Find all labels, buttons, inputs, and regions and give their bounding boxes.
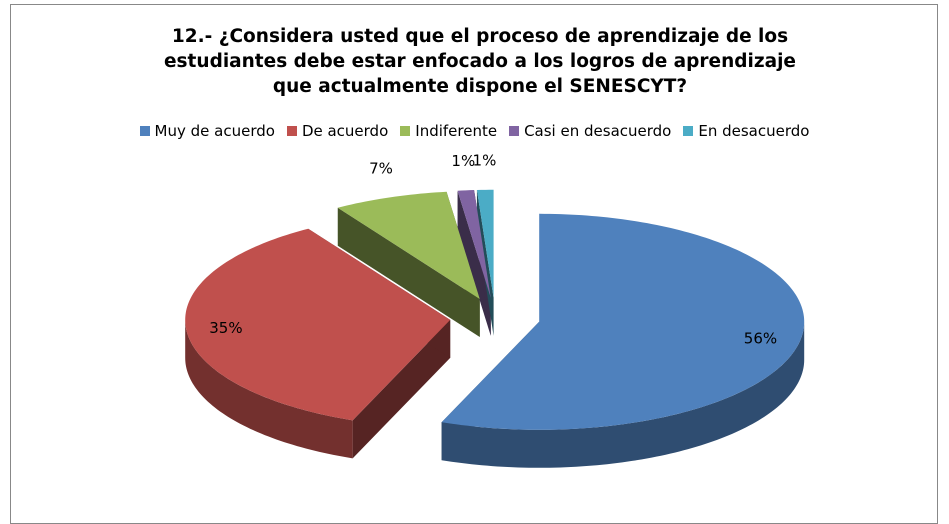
slice [457,190,491,298]
legend-label: En desacuerdo [698,122,810,140]
legend-item: En desacuerdo [683,122,809,140]
legend: Muy de acuerdo De acuerdo Indiferente Casi … [0,122,949,140]
legend-swatch [509,126,520,136]
data-label: 1% [451,152,475,170]
legend-label: Casi en desacuerdo [524,122,672,140]
legend-swatch [683,126,694,136]
slice-side [441,321,805,468]
legend-swatch [400,126,411,136]
data-label: 7% [369,160,393,178]
chart-title: 12.- ¿Considera usted que el proceso de … [164,26,796,97]
data-label: 56% [744,329,777,347]
data-label: 35% [209,319,242,337]
legend-item: De acuerdo [286,122,389,140]
slice-wall [352,319,451,459]
slice-side [185,319,353,459]
legend-label: Muy de acuerdo [154,122,275,140]
legend-item: Casi en desacuerdo [509,122,671,140]
slice-wall [337,207,480,337]
slice [337,191,480,299]
slice [185,228,451,421]
legend-item: Indiferente [400,122,497,140]
legend-swatch [286,126,297,136]
legend-item: Muy de acuerdo [139,122,275,140]
slice [441,213,805,430]
legend-label: Indiferente [415,122,498,140]
data-label: 1% [473,152,497,170]
slice-wall [457,190,491,336]
slice [476,189,494,298]
legend-label: De acuerdo [301,122,389,140]
chart: 56% 35% 7% 1%1% [185,152,805,468]
legend-swatch [139,126,150,136]
page: {"chart_data": {"type": "pie3d", "title"… [0,4,949,524]
